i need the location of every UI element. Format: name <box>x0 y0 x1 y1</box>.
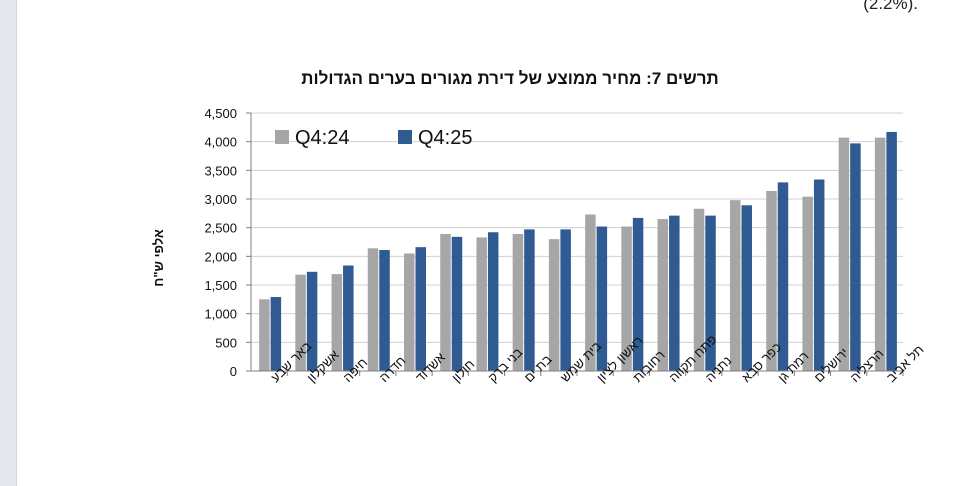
y-tick-label: 2,500 <box>204 221 237 236</box>
bar-q4-24 <box>440 233 451 371</box>
bar-q4-25 <box>306 271 318 371</box>
y-tick-label: 1,500 <box>204 278 237 293</box>
left-scroll-rail <box>0 0 17 486</box>
bar-q4-24 <box>802 196 813 371</box>
legend-label: Q4:24 <box>295 127 349 149</box>
bar-q4-24 <box>621 226 632 371</box>
bar-q4-24 <box>838 137 850 371</box>
body-text-fragment: (2.2%). <box>863 0 918 13</box>
legend: Q4:24 Q4:25 <box>275 127 472 149</box>
bar-q4-25 <box>451 236 463 371</box>
chart-title: תרשים 7: מחיר ממוצע של דירת מגורים בערים… <box>301 69 719 88</box>
bar-q4-24 <box>874 137 886 371</box>
bar-q4-24 <box>548 239 560 371</box>
bar-q4-25 <box>596 226 608 371</box>
bar-q4-24 <box>585 214 596 371</box>
y-tick-label: 2,000 <box>204 249 237 264</box>
bar-q4-25 <box>415 247 426 371</box>
bar-q4-25 <box>632 217 644 371</box>
axes <box>250 113 904 376</box>
bar-q4-24 <box>512 233 524 371</box>
y-axis-label: אלפי ש"ח <box>151 229 166 287</box>
y-tick-label: 500 <box>215 335 237 350</box>
bar-q4-24 <box>657 219 669 371</box>
bar-q4-25 <box>487 232 499 371</box>
legend-swatch <box>398 130 412 144</box>
bar-q4-24 <box>730 200 741 371</box>
bar-q4-24 <box>367 248 379 371</box>
y-tick-label: 0 <box>230 364 237 379</box>
bar-q4-24 <box>404 253 415 371</box>
y-tick-label: 4,000 <box>204 135 237 150</box>
bar-q4-25 <box>524 229 535 371</box>
bar-q4-25 <box>270 297 282 371</box>
bar-q4-25 <box>741 205 752 371</box>
bars <box>259 131 897 371</box>
bar-q4-25 <box>705 215 716 371</box>
y-tick-label: 4,500 <box>204 106 237 121</box>
bar-q4-25 <box>343 265 354 371</box>
bar-q4-25 <box>886 131 897 371</box>
legend-swatch <box>275 130 289 144</box>
bar-q4-24 <box>259 299 270 371</box>
bar-q4-24 <box>476 237 487 371</box>
bar-q4-25 <box>813 179 825 371</box>
bar-q4-24 <box>766 190 777 371</box>
bar-q4-25 <box>850 143 861 371</box>
legend-label: Q4:25 <box>418 127 472 149</box>
y-tick-labels: 0 500 1,000 1,500 2,000 2,500 3,000 3,500 4,000 4… <box>204 106 237 379</box>
bar-q4-24 <box>693 208 705 371</box>
bar-q4-24 <box>331 274 343 371</box>
bar-q4-24 <box>295 274 306 371</box>
bar-q4-25 <box>669 215 680 371</box>
bar-q4-25 <box>560 229 571 371</box>
y-tick-label: 3,500 <box>204 163 237 178</box>
bar-q4-25 <box>777 182 789 371</box>
y-tick-label: 1,000 <box>204 307 237 322</box>
gridlines <box>246 112 903 372</box>
y-tick-label: 3,000 <box>204 192 237 207</box>
bar-q4-25 <box>379 250 390 371</box>
